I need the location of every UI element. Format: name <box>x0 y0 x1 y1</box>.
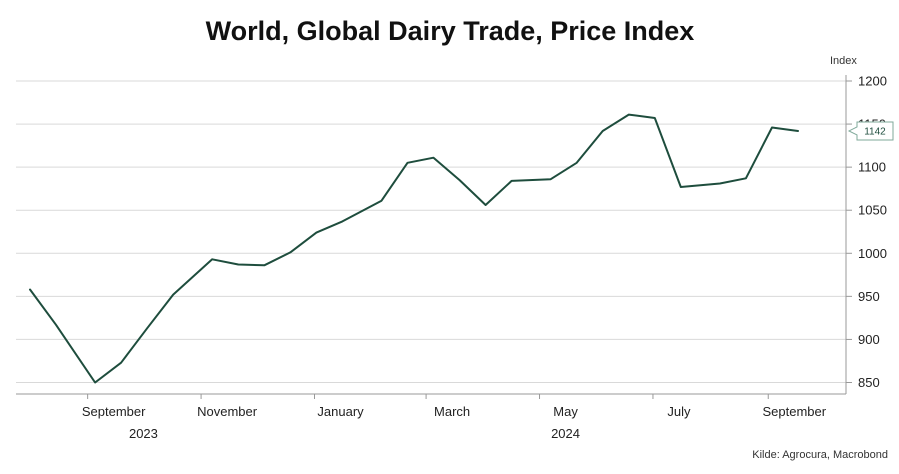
grid <box>16 80 846 383</box>
x-tick-label: January <box>317 404 364 419</box>
last-value-callout: 1142 <box>847 121 894 141</box>
last-value-label: 1142 <box>864 126 886 137</box>
x-tick-label: September <box>82 404 146 419</box>
x-tick-label: November <box>197 404 258 419</box>
series-layer <box>29 113 799 384</box>
series-line <box>29 113 799 384</box>
y-tick-label: 950 <box>858 289 880 304</box>
chart-title: World, Global Dairy Trade, Price Index <box>206 16 695 46</box>
y-axis-label: Index <box>830 55 857 67</box>
y-tick-label: 1100 <box>858 160 886 175</box>
y-tick-label: 1050 <box>858 203 887 218</box>
axes: 85090095010001050110011501200SeptemberNo… <box>16 74 887 441</box>
y-tick-label: 900 <box>858 332 880 347</box>
x-year-label: 2023 <box>129 426 158 441</box>
last-value-callout-box <box>847 121 894 141</box>
x-tick-label: May <box>553 404 578 419</box>
x-tick-label: July <box>667 404 691 419</box>
y-tick-label: 1000 <box>858 246 887 261</box>
y-tick-label: 1200 <box>858 74 887 89</box>
x-tick-label: March <box>434 404 470 419</box>
y-tick-label: 850 <box>858 375 880 390</box>
x-tick-label: September <box>762 404 826 419</box>
x-year-label: 2024 <box>551 426 580 441</box>
source-note: Kilde: Agrocura, Macrobond <box>752 449 888 461</box>
